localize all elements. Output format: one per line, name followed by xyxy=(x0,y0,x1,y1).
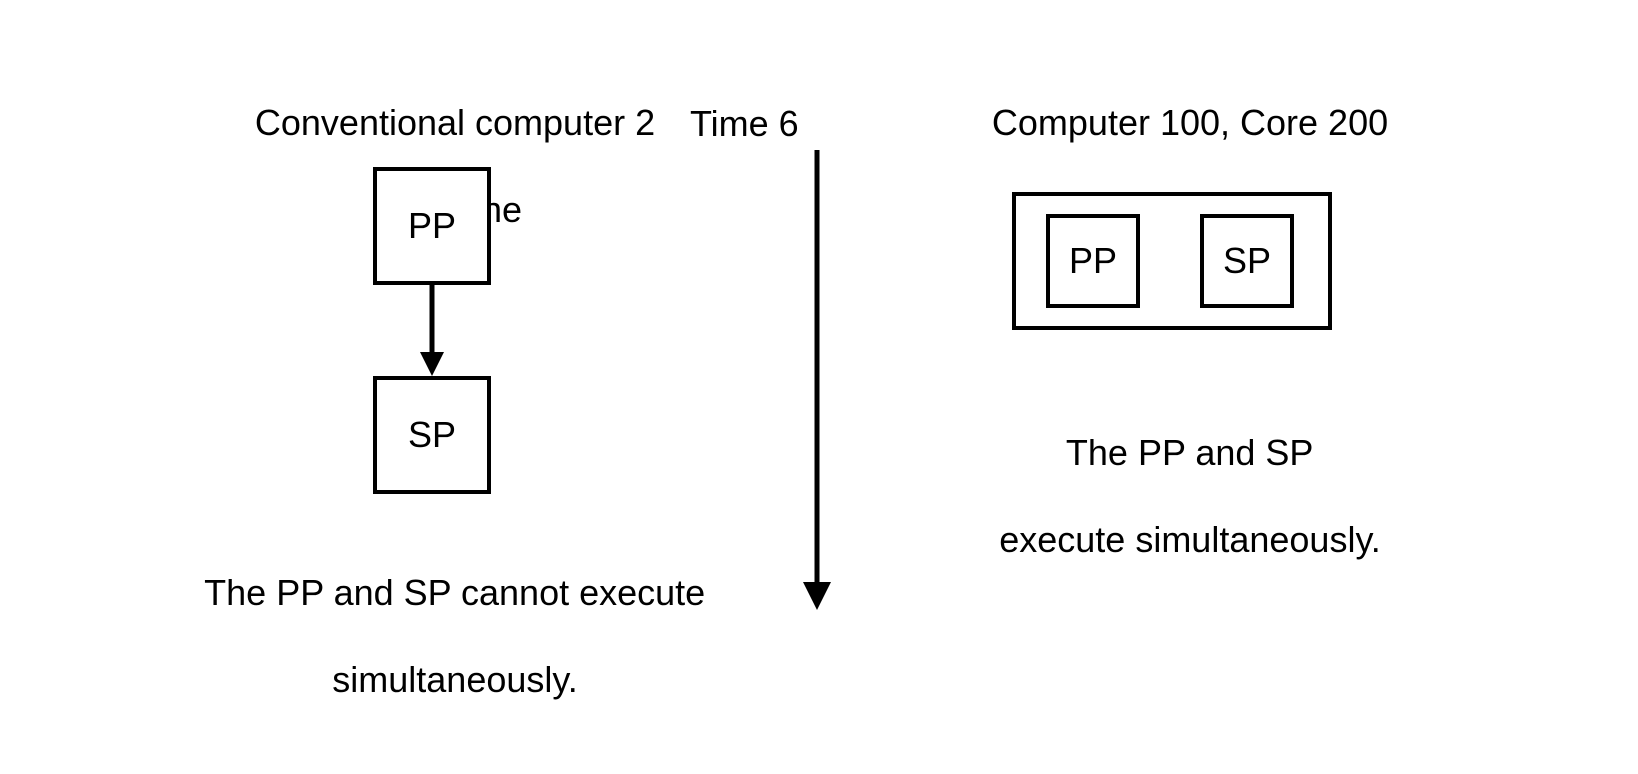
left-arrow xyxy=(408,285,456,376)
left-caption-line1: The PP and SP cannot execute xyxy=(204,572,705,613)
right-sp-box: SP xyxy=(1200,214,1294,308)
right-pp-box: PP xyxy=(1046,214,1140,308)
diagram-canvas: Conventional computer 2 time line PP SP … xyxy=(0,0,1638,774)
right-pp-label: PP xyxy=(1069,239,1117,282)
left-caption-line2: simultaneously. xyxy=(332,659,577,700)
left-sp-label: SP xyxy=(408,413,456,456)
left-pp-box: PP xyxy=(373,167,491,285)
left-title-line1: Conventional computer 2 xyxy=(255,102,655,143)
time-label: Time 6 xyxy=(690,102,810,145)
right-sp-label: SP xyxy=(1223,239,1271,282)
left-pp-label: PP xyxy=(408,204,456,247)
time-arrow xyxy=(800,150,834,610)
right-caption-line1: The PP and SP xyxy=(1066,432,1314,473)
right-title-line1: Computer 100, Core 200 xyxy=(992,102,1388,143)
left-caption: The PP and SP cannot execute simultaneou… xyxy=(0,528,870,744)
left-sp-box: SP xyxy=(373,376,491,494)
right-caption-line2: execute simultaneously. xyxy=(999,519,1381,560)
right-caption: The PP and SP execute simultaneously. xyxy=(870,388,1470,604)
